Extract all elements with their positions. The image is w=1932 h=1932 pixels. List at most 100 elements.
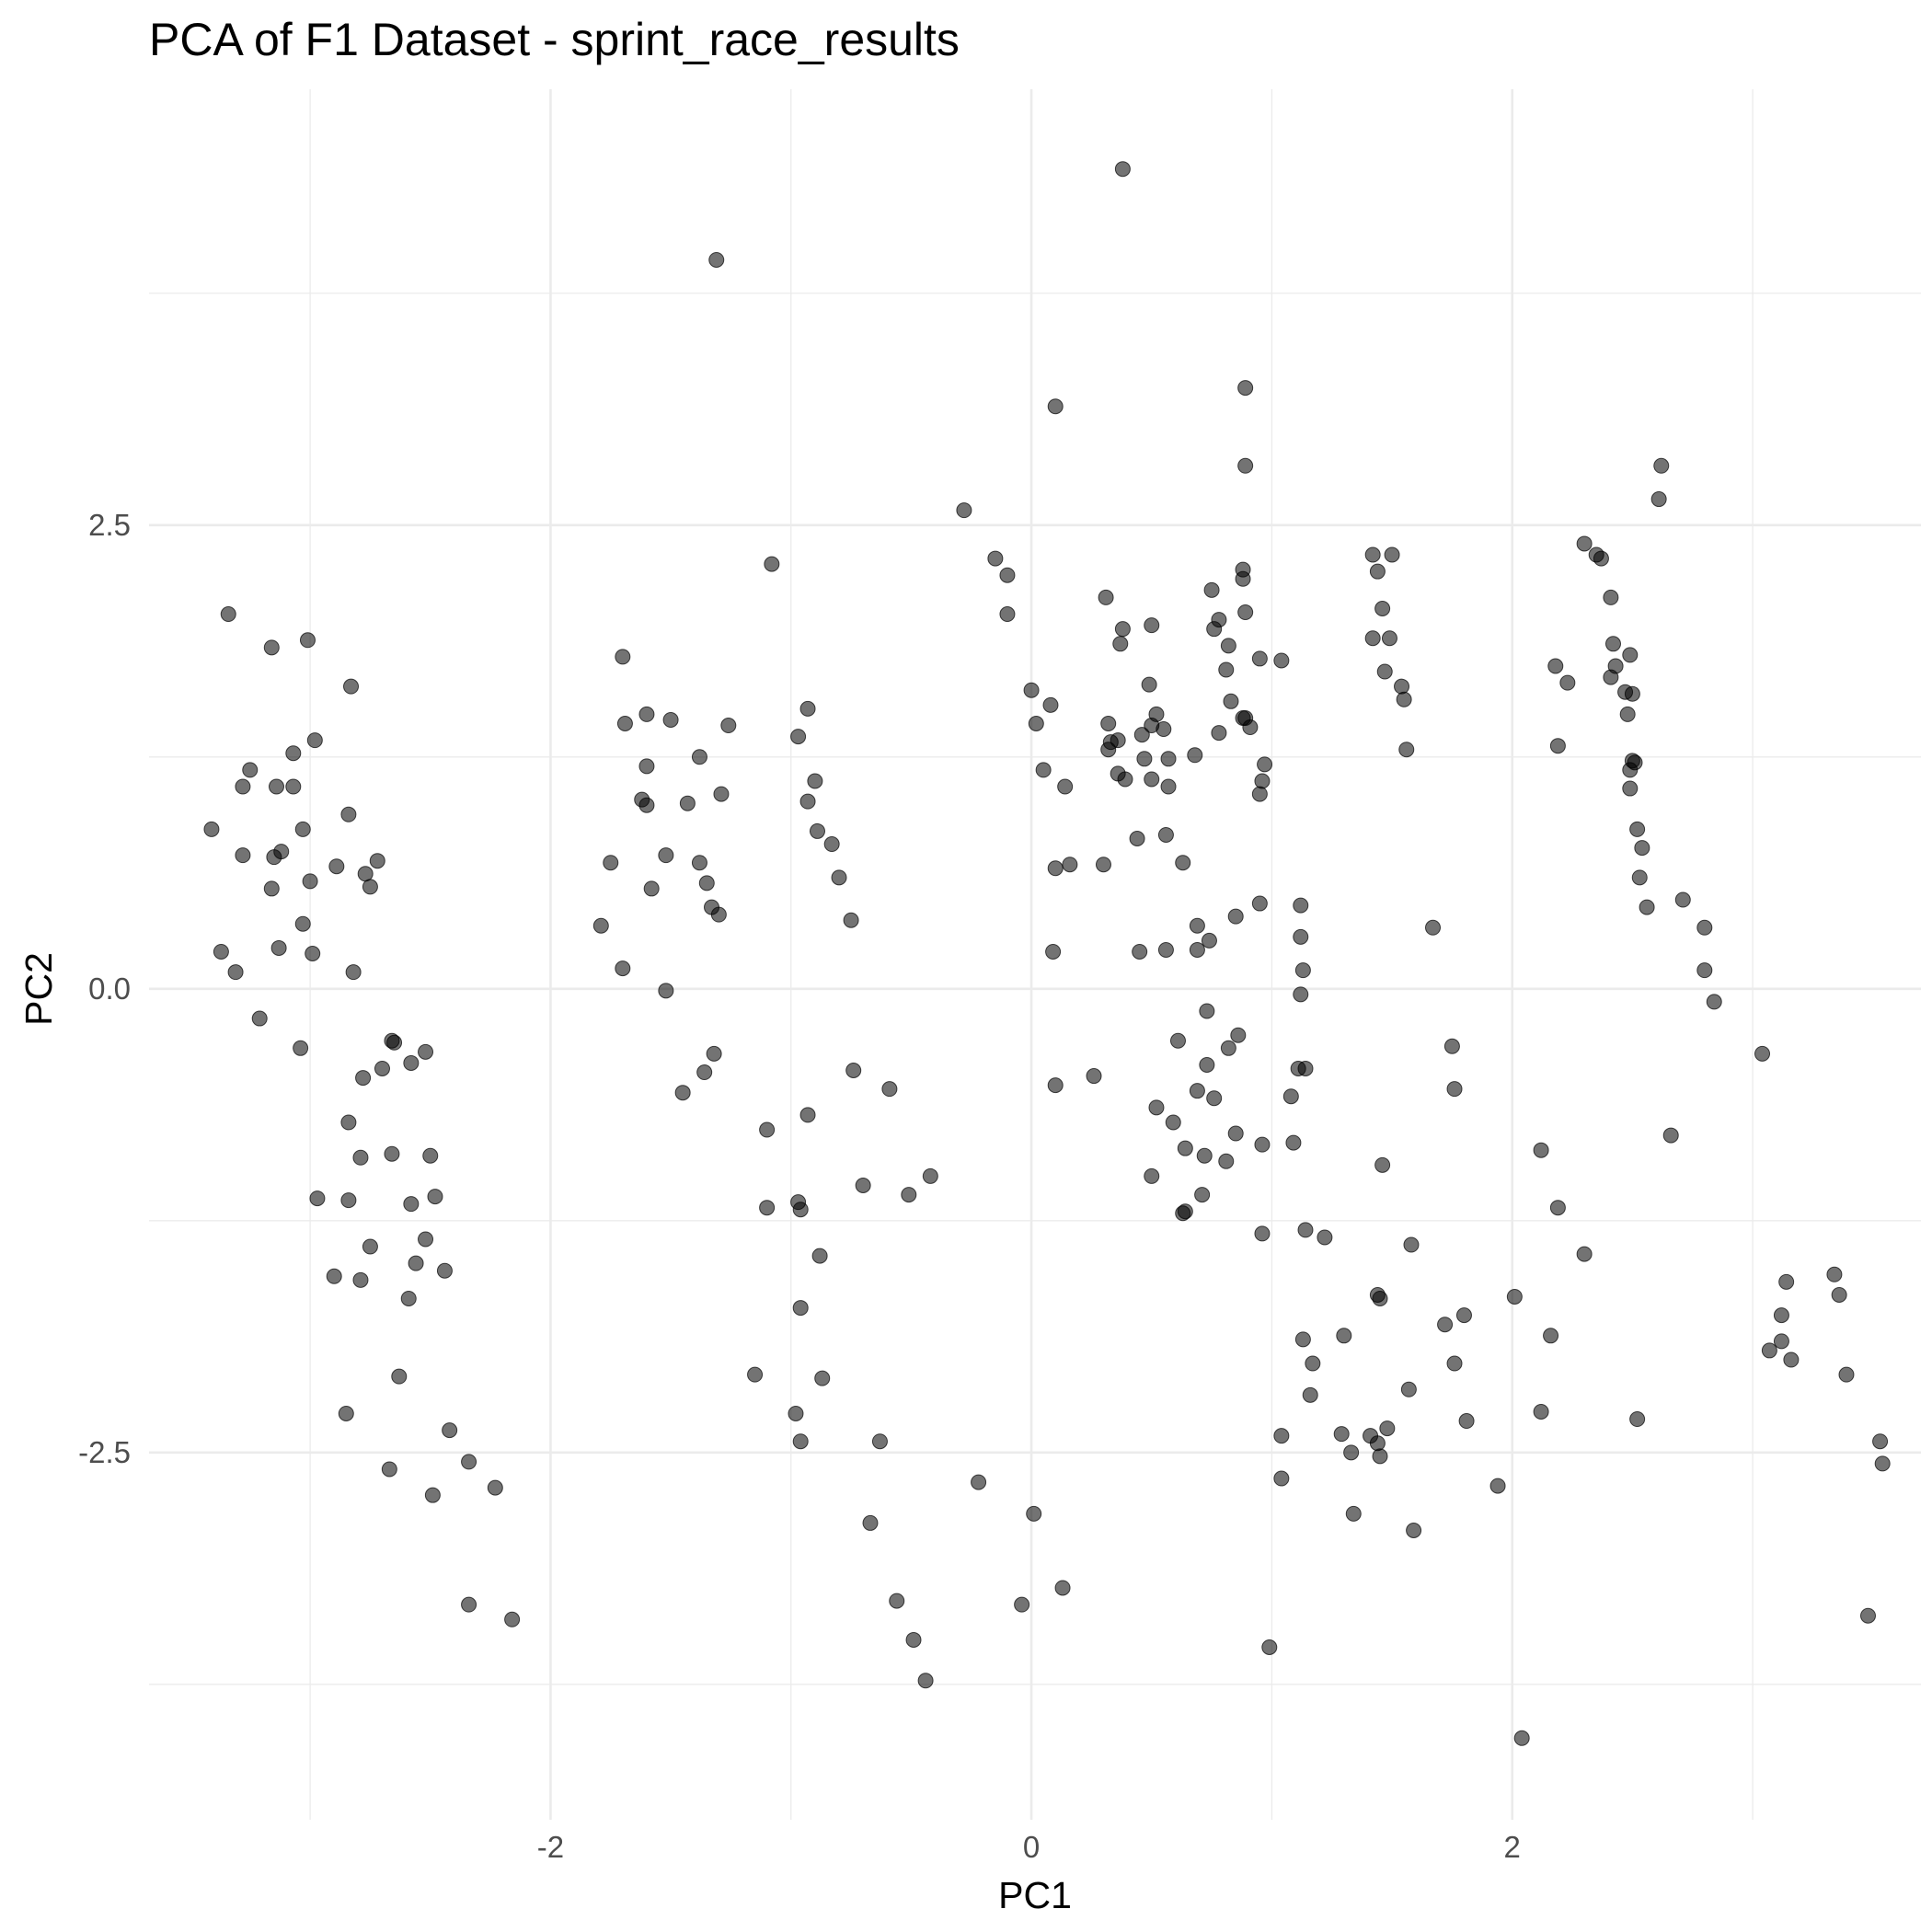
- data-point: [1639, 899, 1655, 915]
- data-point: [1047, 398, 1064, 415]
- data-point: [1297, 1060, 1314, 1076]
- data-point: [1773, 1307, 1789, 1324]
- data-point: [1199, 1003, 1215, 1019]
- data-point: [1706, 994, 1722, 1010]
- data-point: [713, 786, 730, 802]
- data-point: [1333, 1426, 1350, 1443]
- data-point: [1317, 1229, 1333, 1246]
- data-point: [1773, 1333, 1789, 1350]
- data-point: [1047, 860, 1064, 877]
- data-point: [461, 1596, 477, 1613]
- data-point: [1144, 617, 1160, 634]
- data-point: [442, 1422, 458, 1439]
- data-point: [999, 567, 1016, 583]
- data-point: [381, 1461, 397, 1478]
- data-point: [270, 939, 287, 956]
- data-point: [1297, 1222, 1314, 1238]
- data-point: [1294, 1331, 1311, 1348]
- data-point: [1629, 821, 1646, 837]
- data-point: [1374, 601, 1391, 617]
- data-point: [343, 678, 360, 695]
- data-point: [338, 1405, 354, 1421]
- data-point: [1141, 676, 1157, 693]
- data-point: [1057, 778, 1074, 795]
- data-point: [1285, 1134, 1302, 1151]
- data-point: [436, 1262, 453, 1279]
- x-axis-title: PC1: [998, 1874, 1072, 1916]
- data-point: [592, 917, 609, 934]
- data-point: [698, 875, 715, 891]
- data-point: [1696, 962, 1713, 979]
- data-point: [855, 1178, 871, 1194]
- data-point: [374, 1060, 390, 1076]
- data-point: [362, 879, 378, 895]
- data-point: [461, 1454, 477, 1470]
- data-point: [1273, 1428, 1290, 1444]
- data-point: [309, 1190, 326, 1207]
- data-point: [345, 964, 362, 981]
- data-point: [809, 822, 825, 839]
- data-point: [1622, 762, 1639, 778]
- data-point: [1425, 919, 1442, 936]
- data-point: [1547, 658, 1564, 674]
- data-point: [1257, 756, 1273, 773]
- data-point: [340, 806, 357, 822]
- data-point: [901, 1187, 917, 1203]
- data-point: [792, 1202, 809, 1218]
- data-point: [1674, 891, 1691, 908]
- data-point: [403, 1054, 420, 1071]
- data-point: [917, 1673, 934, 1689]
- data-point: [1576, 535, 1593, 552]
- data-point: [352, 1271, 369, 1288]
- data-point: [1165, 1114, 1181, 1131]
- data-point: [1282, 1088, 1299, 1105]
- data-point: [999, 606, 1016, 623]
- data-point: [1026, 1505, 1042, 1522]
- data-point: [862, 1514, 879, 1531]
- data-point: [1194, 1187, 1211, 1203]
- data-point: [1227, 908, 1244, 925]
- data-point: [615, 960, 631, 977]
- major-gridlines: [149, 89, 1921, 1820]
- data-point: [1189, 1083, 1205, 1099]
- data-point: [1230, 1027, 1247, 1043]
- data-point: [638, 797, 655, 813]
- data-point: [403, 1196, 420, 1213]
- data-point: [1132, 943, 1148, 960]
- data-point: [889, 1593, 905, 1609]
- data-point: [1028, 715, 1044, 731]
- data-point: [1860, 1607, 1877, 1624]
- data-point: [706, 1045, 722, 1062]
- data-point: [220, 606, 236, 623]
- data-point: [1446, 1355, 1463, 1372]
- data-point: [1273, 1470, 1290, 1487]
- data-point: [227, 964, 244, 981]
- data-point: [1396, 691, 1412, 707]
- data-point: [662, 711, 679, 728]
- data-point: [1187, 747, 1203, 764]
- data-point: [1218, 661, 1235, 678]
- data-point: [1175, 1205, 1191, 1222]
- y-axis-tick-labels: -2.5 0.0 2.5: [78, 508, 131, 1469]
- data-point: [971, 1474, 987, 1490]
- data-point: [616, 715, 633, 731]
- data-point: [235, 847, 251, 864]
- data-point: [1305, 1355, 1321, 1372]
- data-point: [1874, 1455, 1891, 1472]
- data-point: [1761, 1342, 1777, 1359]
- data-point: [1254, 773, 1271, 789]
- data-point: [1177, 1140, 1193, 1156]
- x-tick-label: 0: [1023, 1830, 1040, 1864]
- data-point: [1062, 857, 1078, 873]
- data-point: [1379, 1420, 1396, 1437]
- data-point: [845, 1063, 862, 1079]
- data-point: [1593, 550, 1609, 567]
- data-point: [956, 502, 972, 519]
- y-tick-label: -2.5: [78, 1435, 131, 1469]
- data-point: [242, 762, 259, 778]
- data-point: [603, 855, 619, 871]
- data-point: [1112, 636, 1129, 652]
- data-point: [1345, 1505, 1362, 1522]
- data-point: [1175, 855, 1191, 871]
- data-point: [1403, 1236, 1420, 1253]
